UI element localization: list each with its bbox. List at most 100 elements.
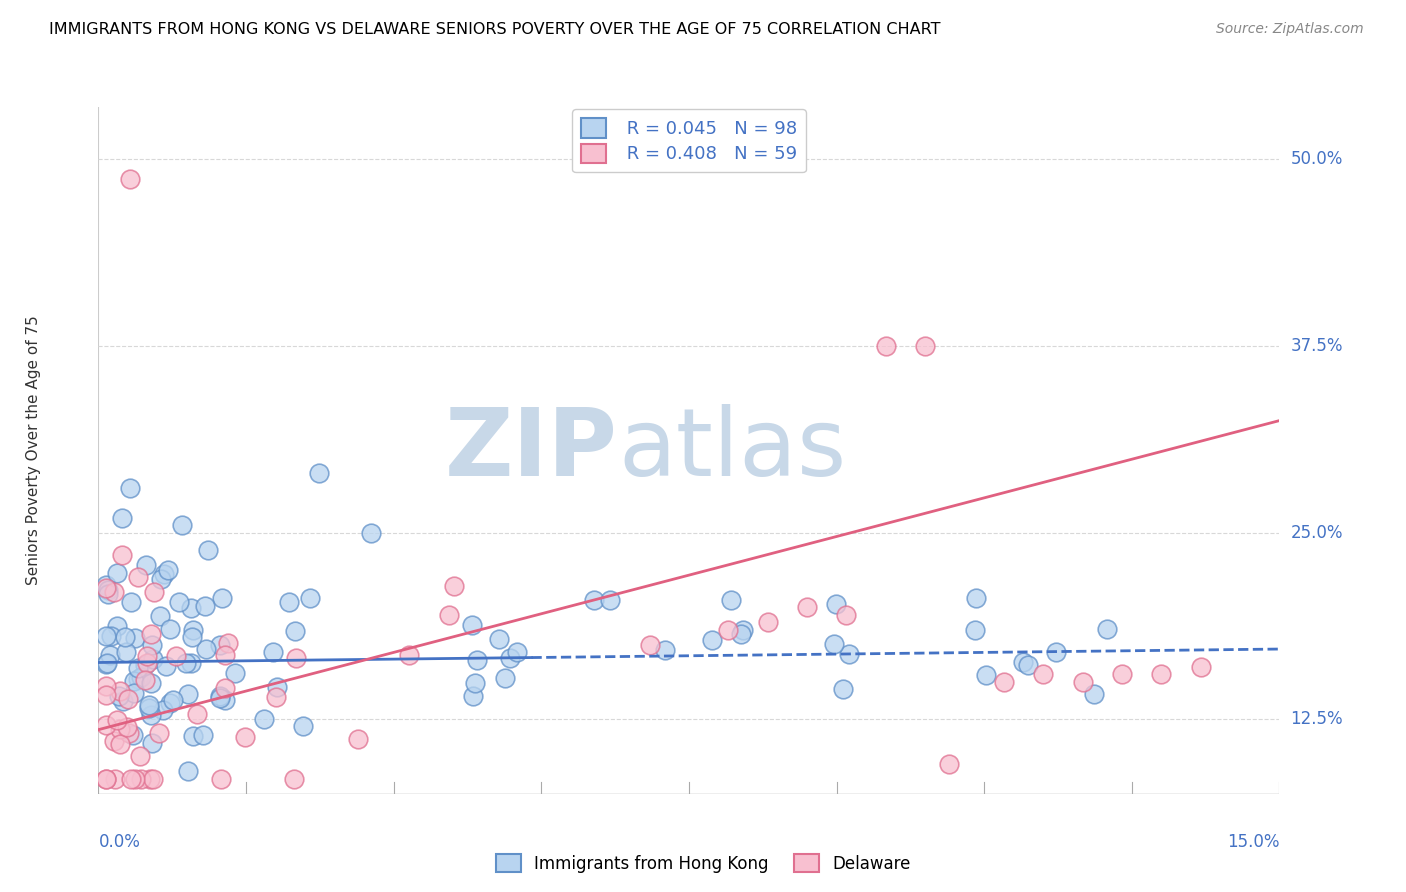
- Point: [993, 674, 1015, 689]
- Point: [195, 642, 218, 657]
- Text: 0.0%: 0.0%: [98, 833, 141, 851]
- Point: [139, 772, 162, 786]
- Point: [96, 629, 118, 643]
- Point: [717, 623, 740, 637]
- Point: [211, 591, 233, 605]
- Text: Seniors Poverty Over the Age of 75: Seniors Poverty Over the Age of 75: [25, 316, 41, 585]
- Point: [108, 684, 131, 698]
- Point: [141, 736, 163, 750]
- Point: [180, 656, 202, 670]
- Point: [167, 595, 190, 609]
- Point: [121, 728, 143, 742]
- Point: [115, 720, 138, 734]
- Point: [111, 548, 134, 562]
- Point: [1011, 655, 1033, 669]
- Point: [148, 726, 170, 740]
- Point: [720, 593, 742, 607]
- Point: [193, 599, 215, 613]
- Point: [174, 656, 197, 670]
- Point: [180, 601, 202, 615]
- Point: [253, 712, 276, 726]
- Point: [152, 703, 174, 717]
- Point: [176, 764, 198, 779]
- Point: [638, 638, 661, 652]
- Point: [217, 636, 239, 650]
- Point: [974, 668, 997, 682]
- Point: [731, 623, 754, 637]
- Point: [208, 691, 231, 706]
- Point: [266, 680, 288, 694]
- Point: [262, 644, 284, 658]
- Point: [114, 630, 136, 644]
- Point: [599, 592, 621, 607]
- Point: [214, 692, 236, 706]
- Point: [1111, 667, 1133, 681]
- Point: [153, 566, 176, 581]
- Point: [308, 466, 330, 480]
- Point: [1032, 667, 1054, 681]
- Point: [177, 687, 200, 701]
- Point: [298, 591, 321, 606]
- Point: [506, 645, 529, 659]
- Text: ZIP: ZIP: [446, 404, 619, 497]
- Point: [825, 597, 848, 611]
- Point: [214, 681, 236, 696]
- Point: [103, 734, 125, 748]
- Point: [139, 676, 162, 690]
- Point: [831, 681, 853, 696]
- Point: [124, 686, 146, 700]
- Point: [1083, 687, 1105, 701]
- Point: [127, 672, 149, 686]
- Point: [283, 772, 305, 786]
- Text: atlas: atlas: [619, 404, 846, 497]
- Point: [796, 600, 818, 615]
- Text: 50.0%: 50.0%: [1291, 150, 1343, 169]
- Point: [129, 772, 152, 786]
- Point: [96, 657, 118, 671]
- Point: [292, 719, 315, 733]
- Point: [347, 731, 370, 746]
- Point: [96, 679, 118, 693]
- Point: [180, 630, 202, 644]
- Point: [1150, 667, 1173, 681]
- Point: [155, 659, 177, 673]
- Point: [224, 665, 246, 680]
- Point: [114, 645, 136, 659]
- Point: [494, 671, 516, 685]
- Point: [122, 674, 145, 689]
- Point: [965, 591, 987, 606]
- Point: [654, 643, 676, 657]
- Point: [284, 651, 307, 665]
- Point: [938, 757, 960, 772]
- Text: IMMIGRANTS FROM HONG KONG VS DELAWARE SENIORS POVERTY OVER THE AGE OF 75 CORRELA: IMMIGRANTS FROM HONG KONG VS DELAWARE SE…: [49, 22, 941, 37]
- Point: [96, 656, 118, 670]
- Point: [756, 615, 779, 630]
- Point: [124, 631, 146, 645]
- Point: [875, 339, 897, 353]
- Point: [111, 510, 134, 524]
- Point: [963, 623, 986, 637]
- Point: [162, 692, 184, 706]
- Text: 12.5%: 12.5%: [1291, 710, 1343, 728]
- Point: [104, 772, 127, 786]
- Legend: Immigrants from Hong Kong, Delaware: Immigrants from Hong Kong, Delaware: [489, 847, 917, 880]
- Point: [129, 749, 152, 764]
- Point: [97, 587, 120, 601]
- Point: [823, 636, 845, 650]
- Point: [235, 730, 257, 744]
- Point: [191, 728, 214, 742]
- Point: [117, 691, 139, 706]
- Text: 37.5%: 37.5%: [1291, 337, 1343, 355]
- Point: [96, 581, 118, 595]
- Point: [461, 689, 484, 703]
- Point: [135, 558, 157, 573]
- Point: [186, 706, 208, 721]
- Point: [127, 661, 149, 675]
- Point: [214, 648, 236, 663]
- Point: [108, 689, 131, 703]
- Point: [838, 647, 860, 661]
- Point: [105, 713, 128, 727]
- Point: [134, 658, 156, 673]
- Point: [156, 563, 179, 577]
- Point: [583, 592, 606, 607]
